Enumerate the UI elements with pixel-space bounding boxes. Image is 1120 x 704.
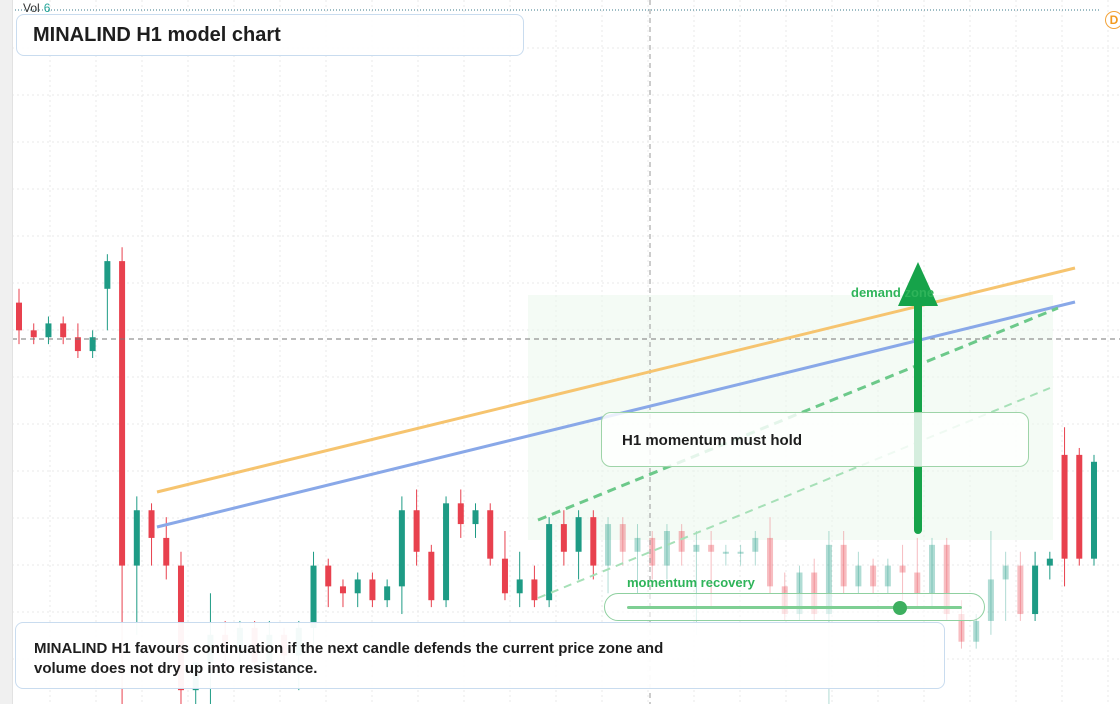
- chart-title: MINALIND H1 model chart: [16, 14, 524, 56]
- candle-down: [30, 330, 37, 338]
- candle-down: [1061, 454, 1068, 559]
- candle-up: [133, 510, 140, 566]
- candle-up: [737, 551, 744, 554]
- candle-up: [825, 544, 832, 615]
- candle-up: [663, 531, 670, 566]
- candle-down: [1076, 454, 1083, 559]
- candle-up: [89, 337, 96, 352]
- candle-up: [722, 551, 729, 554]
- up-arrow-icon: [898, 262, 938, 306]
- candle-down: [899, 565, 906, 573]
- candle-up: [384, 586, 391, 601]
- candle-up: [45, 323, 52, 338]
- slider-track[interactable]: [627, 606, 962, 609]
- candle-down: [163, 537, 170, 566]
- candle-up: [1002, 565, 1009, 580]
- candle-up: [1046, 558, 1053, 566]
- candle-down: [16, 302, 22, 331]
- candle-down: [958, 614, 965, 642]
- candle-up: [1091, 461, 1097, 559]
- candle-down: [560, 524, 567, 552]
- candle-up: [443, 503, 450, 601]
- candle-up: [575, 517, 582, 552]
- volume-label: Vol: [23, 1, 40, 15]
- candle-down: [119, 261, 126, 566]
- candle-up: [929, 544, 936, 594]
- dividend-badge[interactable]: D: [1105, 11, 1120, 29]
- candle-down: [339, 586, 346, 594]
- candle-up: [973, 620, 980, 642]
- candle-down: [767, 537, 774, 587]
- candle-down: [619, 524, 626, 552]
- candle-down: [413, 510, 420, 552]
- candle-down: [428, 551, 435, 601]
- note-line-2: volume does not dry up into resistance.: [34, 660, 318, 677]
- candle-up: [752, 537, 759, 552]
- volume-value: 6: [43, 1, 51, 15]
- candle-up: [605, 524, 612, 566]
- candle-up: [354, 579, 361, 594]
- volume-indicator: Vol 6: [23, 1, 50, 15]
- candle-up: [634, 537, 641, 552]
- analysis-note: MINALIND H1 favours continuation if the …: [15, 622, 945, 689]
- candle-down: [590, 517, 597, 566]
- candle-up: [104, 261, 111, 289]
- trendline-green-dashed: [537, 306, 1059, 522]
- candle-down: [487, 510, 494, 559]
- candle-down: [678, 531, 685, 552]
- candle-down: [943, 544, 950, 615]
- candle-down: [325, 565, 332, 587]
- candle-up: [516, 579, 523, 594]
- candle-up: [855, 565, 862, 587]
- price-scale-strip: [0, 0, 13, 704]
- candle-up: [987, 579, 994, 621]
- candle-up: [472, 510, 479, 525]
- candle-down: [649, 537, 656, 566]
- candle-up: [884, 565, 891, 587]
- candle-up: [693, 544, 700, 552]
- candle-up: [310, 565, 317, 628]
- candle-down: [708, 544, 715, 552]
- candle-down: [840, 544, 847, 587]
- candle-up: [398, 510, 405, 587]
- candle-down: [74, 337, 81, 352]
- candle-down: [457, 503, 464, 525]
- candle-down: [501, 558, 508, 594]
- candle-down: [148, 510, 155, 538]
- candle-up: [546, 524, 553, 601]
- candle-down: [914, 572, 921, 594]
- note-line-1: MINALIND H1 favours continuation if the …: [34, 640, 664, 657]
- candle-up: [1032, 565, 1039, 615]
- demand-zone-label: demand zone: [851, 285, 935, 300]
- candle-down: [369, 579, 376, 601]
- candle-down: [531, 579, 538, 601]
- candle-down: [870, 565, 877, 587]
- slider-label: momentum recovery: [627, 575, 755, 590]
- candle-down: [60, 323, 67, 338]
- candle-down: [1017, 565, 1024, 615]
- slider-knob[interactable]: [892, 601, 907, 615]
- momentum-callout: H1 momentum must hold: [601, 412, 1029, 467]
- momentum-recovery-slider[interactable]: [604, 593, 985, 621]
